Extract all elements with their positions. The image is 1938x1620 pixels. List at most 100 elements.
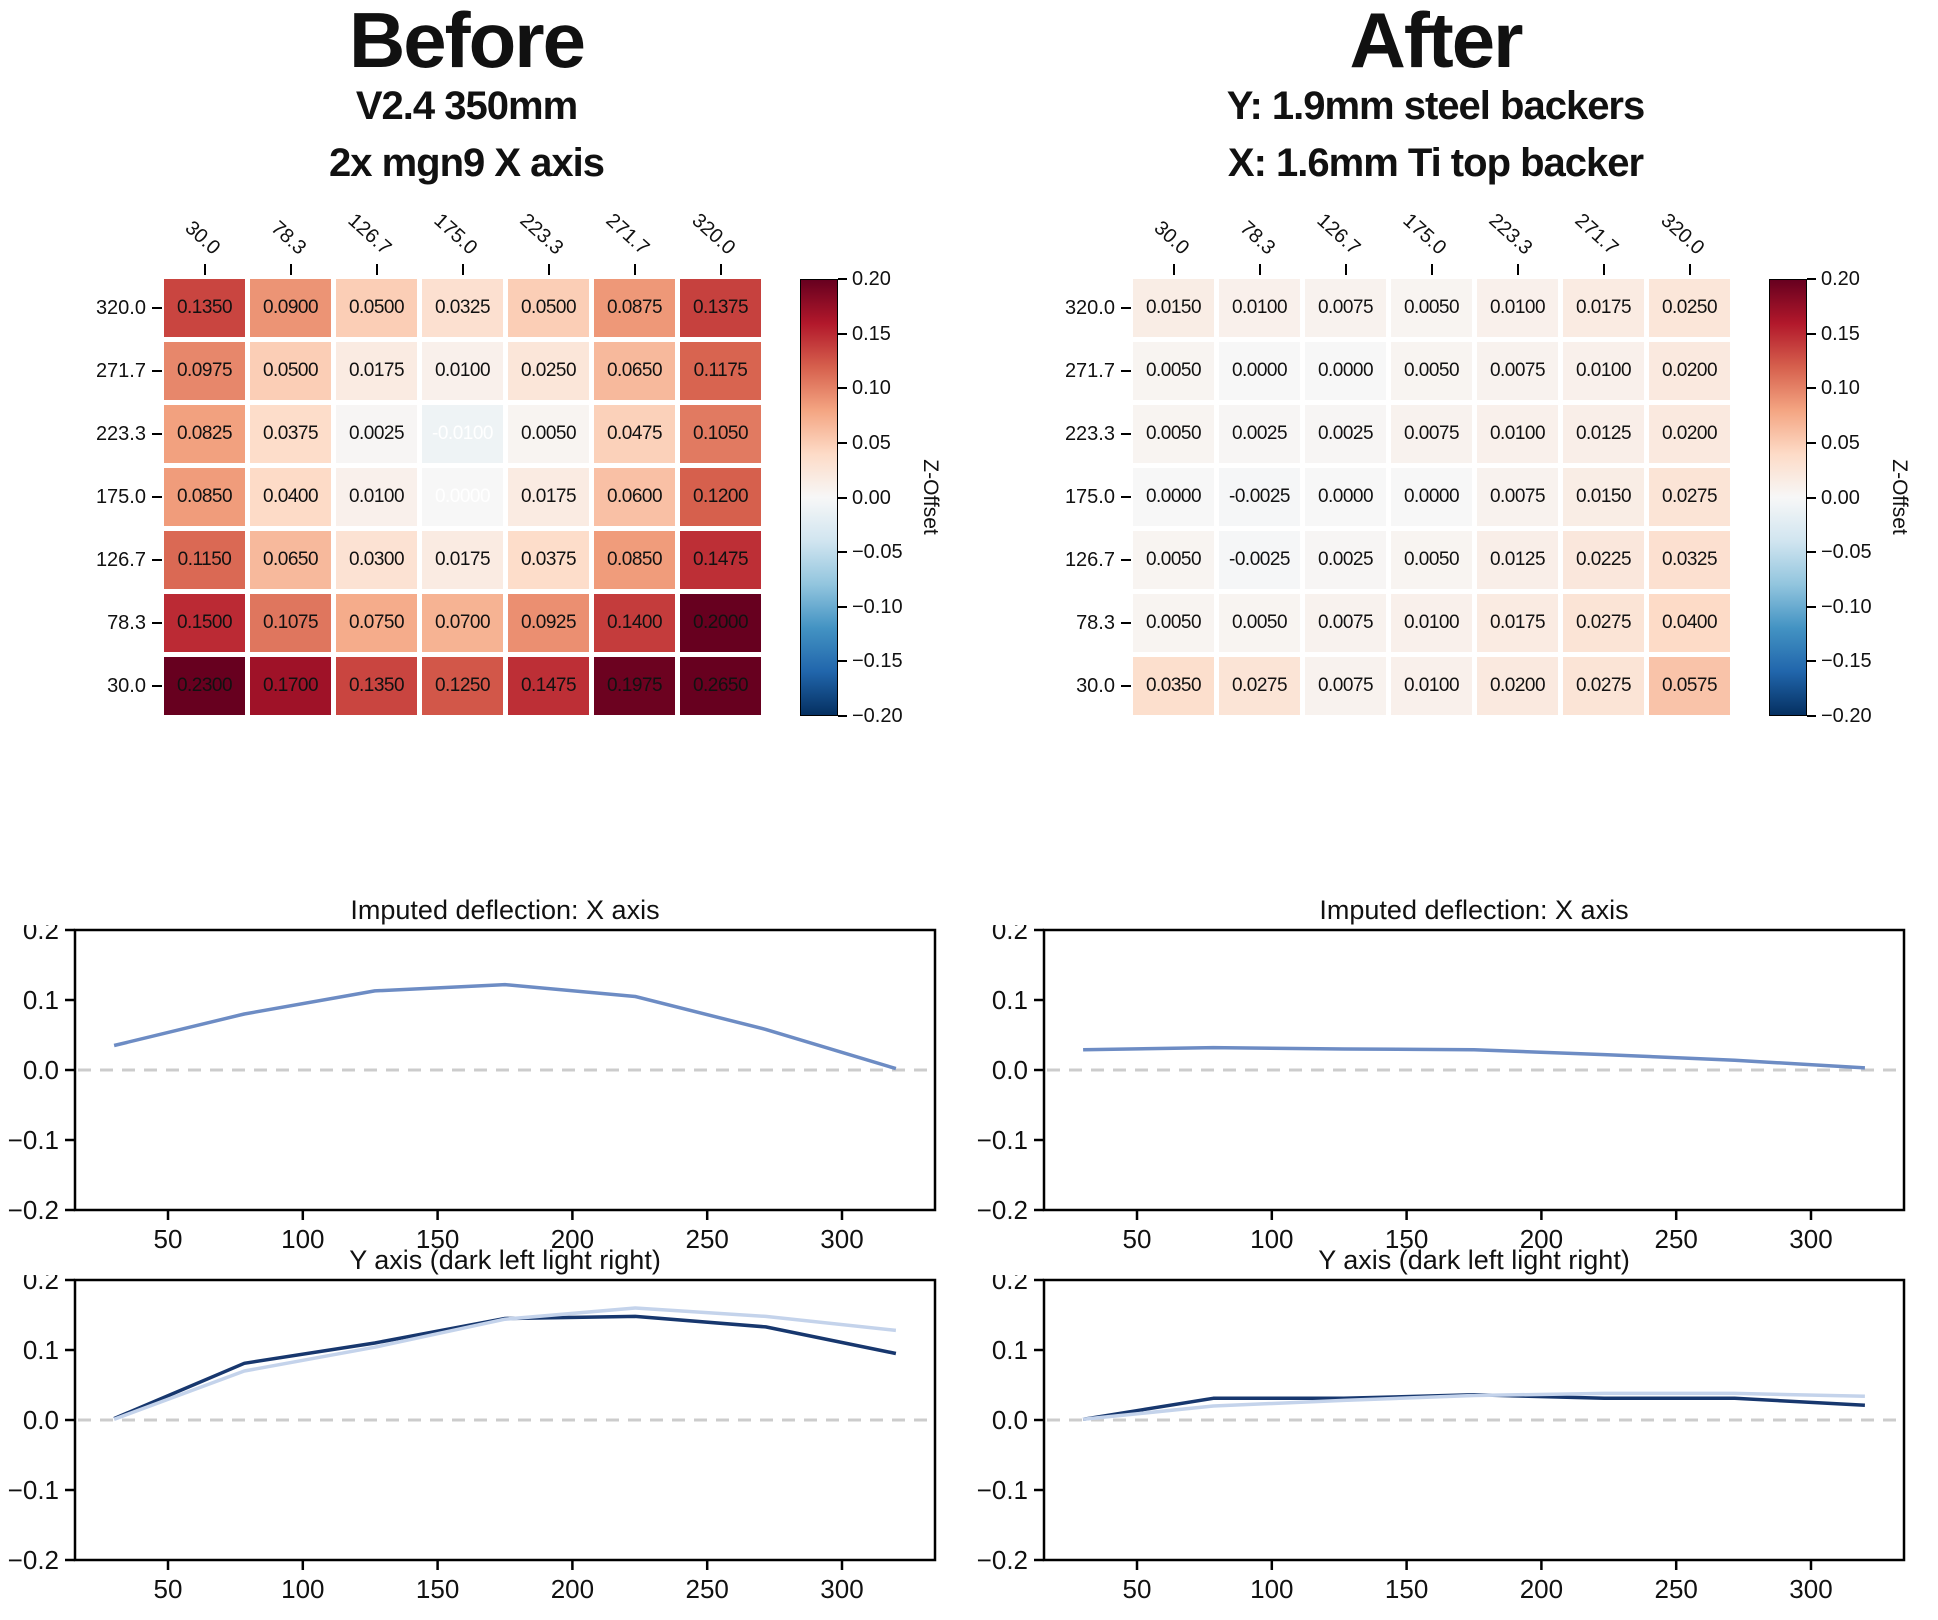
heatmap-cell: 0.0050 [508,405,589,463]
heatmap-cell: 0.0075 [1391,405,1472,463]
heatmap-x-tick [1258,264,1261,275]
colorbar [1769,279,1807,716]
heatmap-cell: 0.1975 [594,657,675,715]
heatmap-cell: 0.0400 [250,468,331,526]
y-tick-label: 0.2 [23,925,59,945]
heatmap-cell: 0.0050 [1133,342,1214,400]
heatmap-before: 30.0 78.3 126.7 175.0 223.3 271.7 320.0 320.0 27… [0,0,969,925]
heatmap-y-tick-label: 126.7 [1064,548,1115,571]
heatmap-cell: 0.0125 [1477,531,1558,589]
heatmap-cell: 0.0075 [1305,279,1386,337]
series-line-y-deflection-dark-left [113,1314,897,1421]
heatmap-cell: 0.1075 [250,594,331,652]
colorbar-tick [1807,660,1816,663]
heatmap-x-tick [375,264,378,275]
heatmap-cell: 0.2000 [680,594,761,652]
heatmap-cell: 0.1350 [336,657,417,715]
heatmap-x-tick [1516,264,1519,275]
plot-frame [73,1278,937,1562]
heatmap-cell: 0.0100 [1563,342,1644,400]
heatmap-y-tick [1121,433,1131,435]
heatmap-y-tick [1121,307,1131,309]
colorbar-title: Z-Offset [919,459,942,535]
heatmap-cell: 0.0150 [1563,468,1644,526]
colorbar-tick-label: 0.00 [852,486,891,509]
heatmap-y-tick [152,370,162,372]
heatmap-cell: 0.0850 [594,531,675,589]
heatmap-cell: 0.0100 [1391,594,1472,652]
heatmap-y-tick [1121,685,1131,687]
heatmap-cell: 0.1400 [594,594,675,652]
colorbar-tick-label: 0.10 [1821,377,1860,400]
heatmap-y-tick-label: 320.0 [1064,296,1115,319]
heatmap-y-tick-label: 223.3 [1064,422,1115,445]
heatmap-cell: 0.0250 [1649,279,1730,337]
heatmap-x-tick-label-text: 175.0 [429,209,482,260]
heatmap-y-tick [152,622,162,624]
heatmap-cell: 0.0375 [250,405,331,463]
heatmap-cell: 0.0375 [508,531,589,589]
heatmap-cell: 0.0500 [250,342,331,400]
heatmap-cell: 0.0200 [1649,342,1730,400]
x-tick-label: 300 [820,1224,863,1254]
heatmap-cell: 0.2300 [164,657,245,715]
heatmap-y-tick-label: 175.0 [1064,485,1115,508]
heatmap-grid: 0.1350 0.0900 0.0500 0.0325 0.0500 0.0875 0.13… [164,279,761,715]
colorbar-tick [838,278,847,280]
plot-frame [1042,1278,1906,1562]
colorbar-tick [838,605,847,608]
heatmap-cell: 0.0075 [1477,342,1558,400]
heatmap-cell: 0.0975 [164,342,245,400]
heatmap-y-tick-label: 78.3 [1076,611,1115,634]
heatmap-cell: -0.0025 [1219,531,1300,589]
heatmap-x-tick [547,264,550,275]
colorbar-tick-label: −0.20 [852,705,903,727]
colorbar-tick-label: 0.15 [1821,322,1860,345]
heatmap-cell: 0.0300 [336,531,417,589]
heatmap-cell: 0.1250 [422,657,503,715]
x-tick-label: 100 [281,1574,324,1604]
colorbar-tick [1807,278,1816,280]
heatmap-cell: 0.0050 [1391,279,1472,337]
x-tick-label: 200 [1520,1224,1563,1254]
chart-title-y-after: Y axis (dark left light right) [1318,1245,1630,1275]
heatmap-x-tick [203,264,206,275]
heatmap-cell: 0.0100 [1477,405,1558,463]
heatmap-x-tick [1430,264,1433,275]
heatmap-cell: 0.0275 [1219,657,1300,715]
y-tick-label: 0.1 [992,1335,1028,1365]
heatmap-y-tick [152,307,162,309]
y-tick-label: 0.1 [23,1335,59,1365]
heatmap-y-tick [1121,622,1131,624]
heatmap-x-tick [1344,264,1347,275]
heatmap-y-tick-label: 320.0 [95,296,146,319]
colorbar-tick-label: 0.20 [1821,268,1860,290]
x-tick-label: 100 [1250,1224,1293,1254]
chart-title-y-before: Y axis (dark left light right) [349,1245,661,1275]
x-tick-label: 250 [1654,1224,1697,1254]
plot-frame [73,928,937,1212]
colorbar [800,279,838,716]
line-chart-y-after: 0.2 0.1 0.0 −0.1 −0.2 50 100 150 200 250 300 [977,1275,1906,1604]
y-tick-label: −0.2 [977,1545,1028,1575]
heatmap-cell: 0.0325 [422,279,503,337]
colorbar-tick-label: 0.20 [852,268,891,290]
heatmap-cell: 0.0500 [336,279,417,337]
heatmap-x-tick [461,264,464,275]
panel-header-after: After Y: 1.9mm steel backers X: 1.6mm Ti… [1133,1,1738,192]
heatmap-cell: 0.0000 [1219,342,1300,400]
heatmap-cell: 0.0025 [1219,405,1300,463]
y-tick-label: 0.1 [992,985,1028,1015]
heatmap-cell: 0.0575 [1649,657,1730,715]
heatmap-y-tick-label: 271.7 [1064,359,1115,382]
heatmap-cell: 0.0475 [594,405,675,463]
x-tick-label: 200 [551,1574,594,1604]
heatmap-cell: 0.1475 [508,657,589,715]
heatmap-x-tick-label-text: 271.7 [601,209,654,260]
heatmap-cell: 0.0050 [1133,405,1214,463]
y-tick-label: 0.2 [23,1275,59,1295]
heatmap-x-tick [633,264,636,275]
heatmap-y-tick-label: 223.3 [95,422,146,445]
colorbar-tick-label: −0.05 [1821,541,1872,564]
heatmap-y-tick [152,433,162,435]
